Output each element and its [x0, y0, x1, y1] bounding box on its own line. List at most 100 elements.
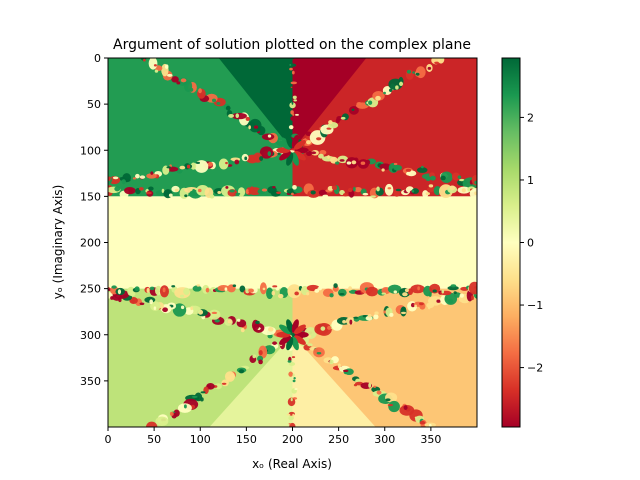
- boundary-blob: [404, 288, 409, 293]
- boundary-blob: [362, 315, 368, 318]
- boundary-blob: [294, 79, 298, 82]
- boundary-blob: [150, 171, 154, 175]
- boundary-blob: [293, 99, 297, 102]
- colorbar-ticks: −2 −1 0 1 2: [520, 111, 543, 375]
- boundary-blob: [385, 398, 391, 402]
- boundary-blob: [365, 159, 371, 165]
- boundary-blob: [461, 188, 466, 193]
- boundary-blob: [153, 64, 157, 67]
- boundary-blob: [474, 180, 477, 185]
- boundary-blob: [146, 173, 157, 179]
- boundary-blob: [353, 316, 359, 319]
- petal: [279, 140, 291, 150]
- boundary-blob: [130, 292, 136, 297]
- boundary-blob: [406, 69, 411, 74]
- boundary-blob: [112, 176, 119, 180]
- boundary-blob: [348, 286, 353, 291]
- x-tick-label: 50: [147, 433, 161, 446]
- boundary-blob: [292, 113, 295, 116]
- boundary-blob: [337, 288, 347, 297]
- boundary-blob: [388, 88, 393, 92]
- boundary-blob: [318, 285, 323, 289]
- boundary-blob: [430, 175, 436, 181]
- boundary-blob: [448, 298, 454, 304]
- colorbar: [501, 57, 521, 428]
- boundary-blob: [316, 352, 322, 355]
- boundary-blob: [169, 411, 174, 416]
- boundary-blob: [360, 161, 366, 165]
- boundary-blob: [291, 70, 295, 75]
- boundary-blob: [402, 292, 408, 297]
- boundary-blob: [271, 290, 276, 296]
- boundary-blob: [393, 162, 398, 166]
- boundary-blob: [166, 166, 171, 169]
- x-tick-label: 150: [236, 433, 257, 446]
- boundary-blob: [354, 186, 362, 193]
- boundary-blob: [327, 325, 332, 330]
- boundary-blob: [368, 382, 372, 388]
- boundary-blob: [174, 188, 179, 192]
- boundary-blob: [232, 284, 237, 288]
- boundary-blob: [459, 293, 465, 298]
- boundary-blob: [328, 120, 333, 125]
- boundary-blob: [267, 134, 272, 138]
- boundary-blob: [395, 188, 402, 192]
- boundary-blob: [349, 319, 353, 325]
- boundary-blob: [196, 284, 201, 287]
- boundary-blob: [289, 67, 293, 71]
- boundary-blob: [221, 382, 227, 385]
- boundary-blob: [425, 176, 431, 182]
- boundary-blob: [286, 413, 291, 416]
- boundary-blob: [474, 286, 477, 289]
- petal: [286, 319, 294, 333]
- boundary-blob: [134, 286, 140, 291]
- boundary-blob: [428, 292, 432, 297]
- boundary-blob: [316, 137, 322, 141]
- boundary-blob: [237, 318, 241, 322]
- boundary-blob: [272, 341, 278, 345]
- region-middle-band: [108, 196, 477, 289]
- chart-title: Argument of solution plotted on the comp…: [113, 37, 471, 53]
- boundary-blob: [245, 116, 250, 121]
- boundary-blob: [326, 127, 332, 130]
- boundary-blob: [405, 168, 412, 172]
- boundary-blob: [200, 397, 204, 402]
- boundary-blob: [293, 377, 296, 380]
- boundary-blob: [162, 307, 168, 313]
- boundary-blob: [139, 175, 146, 179]
- y-tick-label: 50: [87, 98, 101, 111]
- boundary-blob: [288, 422, 292, 425]
- petal: [294, 335, 306, 345]
- x-tick-label: 250: [328, 433, 349, 446]
- boundary-blob: [395, 85, 399, 90]
- boundary-blob: [148, 58, 158, 70]
- boundary-blob: [167, 73, 173, 77]
- boundary-blob: [416, 167, 428, 173]
- boundary-blob: [130, 299, 136, 303]
- boundary-blob: [403, 405, 408, 410]
- boundary-blob: [387, 187, 392, 190]
- boundary-blob: [314, 288, 320, 293]
- boundary-blob: [272, 285, 278, 288]
- boundary-blob: [295, 113, 299, 116]
- boundary-blob: [149, 299, 153, 305]
- boundary-blob: [253, 125, 259, 129]
- boundary-blob: [453, 291, 457, 295]
- boundary-blob: [267, 327, 274, 332]
- boundary-blob: [329, 293, 334, 298]
- boundary-blob: [421, 165, 424, 169]
- boundary-blob: [211, 311, 218, 315]
- boundary-blob: [389, 312, 394, 317]
- boundary-blob: [388, 400, 400, 413]
- boundary-blob: [342, 319, 347, 324]
- boundary-blob: [288, 415, 294, 421]
- boundary-blob: [393, 164, 403, 171]
- petal: [294, 140, 306, 150]
- boundary-blob: [400, 306, 407, 317]
- y-tick-label: 250: [80, 283, 101, 296]
- boundary-blob: [235, 192, 241, 196]
- boundary-blob: [450, 284, 457, 288]
- boundary-blob: [195, 161, 200, 164]
- heatmap-image: [108, 58, 477, 427]
- boundary-blob: [468, 281, 477, 295]
